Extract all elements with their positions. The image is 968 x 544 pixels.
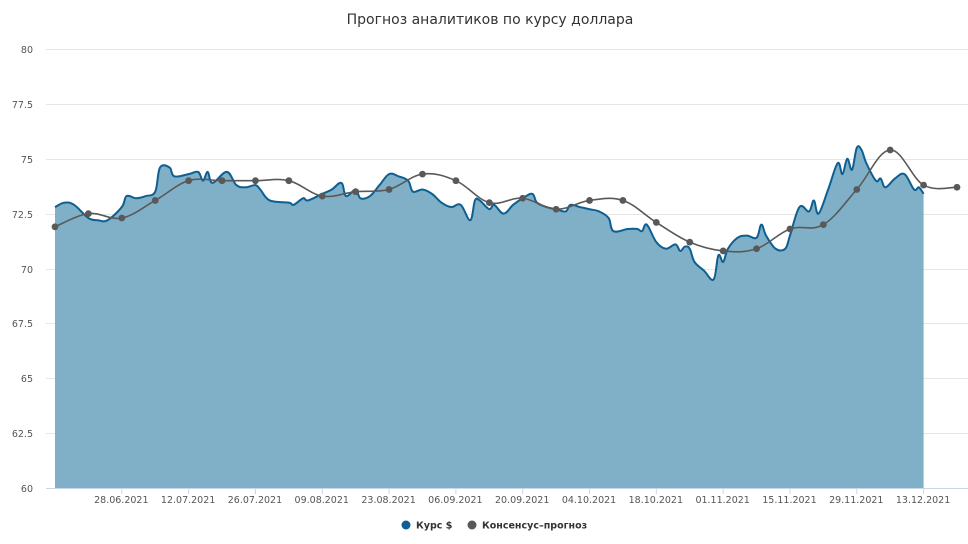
- forecast-point: [252, 177, 259, 185]
- legend-label-forecast: Консенсус–прогноз: [482, 521, 587, 532]
- y-axis: 60 62.5 65 67.5 70 72.5 75 77.5 80: [12, 45, 33, 495]
- series-forecast: [51, 146, 961, 255]
- forecast-point: [886, 146, 894, 154]
- forecast-point: [218, 177, 226, 185]
- y-tick-label: 62.5: [12, 429, 33, 440]
- forecast-line: [54, 149, 958, 253]
- forecast-point: [819, 221, 827, 229]
- legend-item-rate[interactable]: Курс $: [401, 520, 453, 532]
- y-tick-label: 65: [21, 374, 33, 385]
- x-tick-label: 09.08.2021: [295, 495, 349, 506]
- x-tick-label: 18.10.2021: [629, 495, 683, 506]
- y-tick-label: 67.5: [12, 319, 33, 330]
- y-tick-label: 80: [21, 45, 33, 56]
- chart-title: Прогноз аналитиков по курсу доллара: [347, 12, 634, 28]
- forecast-point: [719, 247, 727, 255]
- legend-item-forecast[interactable]: Консенсус–прогноз: [467, 520, 588, 532]
- forecast-point: [51, 223, 59, 231]
- forecast-point: [953, 183, 961, 191]
- forecast-point: [786, 225, 794, 233]
- forecast-point: [619, 197, 627, 204]
- forecast-point: [853, 186, 861, 193]
- forecast-point: [485, 199, 493, 207]
- forecast-point: [552, 205, 560, 213]
- y-tick-label: 72.5: [12, 210, 33, 221]
- rate-area-fill: [55, 146, 924, 488]
- x-tick-label: 04.10.2021: [562, 495, 616, 506]
- x-tick-label: 20.09.2021: [495, 495, 549, 506]
- y-tick-label: 60: [21, 484, 33, 495]
- series-area: [54, 145, 925, 488]
- legend-marker-forecast: [467, 520, 477, 530]
- forecast-point: [586, 197, 593, 204]
- x-axis: 28.06.2021 12.07.2021 26.07.2021 09.08.2021…: [46, 488, 968, 506]
- forecast-point: [318, 192, 326, 200]
- x-tick-label: 26.07.2021: [228, 495, 282, 506]
- x-tick-label: 15.11.2021: [762, 495, 816, 506]
- forecast-point: [652, 219, 660, 226]
- y-tick-label: 77.5: [12, 100, 33, 111]
- forecast-point: [185, 177, 193, 185]
- x-tick-label: 29.11.2021: [829, 495, 883, 506]
- forecast-point: [452, 177, 460, 185]
- forecast-point: [151, 197, 159, 204]
- forecast-point: [352, 188, 360, 196]
- rate-line: [54, 145, 925, 282]
- x-tick-label: 23.08.2021: [361, 495, 415, 506]
- forecast-point: [920, 181, 927, 189]
- forecast-point: [753, 245, 760, 253]
- forecast-point: [118, 214, 126, 222]
- legend-marker-rate: [401, 520, 411, 530]
- x-tick-label: 13.12.2021: [896, 495, 950, 506]
- y-tick-label: 70: [21, 265, 33, 276]
- x-tick-label: 06.09.2021: [428, 495, 482, 506]
- forecast-point: [519, 194, 527, 202]
- forecast-point: [385, 186, 393, 193]
- forecast-point: [686, 238, 694, 246]
- y-tick-label: 75: [21, 155, 33, 166]
- x-tick-label: 01.11.2021: [695, 495, 749, 506]
- forecast-point: [85, 210, 92, 218]
- legend-label-rate: Курс $: [416, 521, 452, 532]
- forecast-point: [419, 170, 426, 178]
- legend[interactable]: Курс $ Консенсус–прогноз: [401, 520, 588, 532]
- x-tick-label: 12.07.2021: [161, 495, 215, 506]
- forecast-point: [285, 177, 293, 185]
- x-tick-label: 28.06.2021: [94, 495, 148, 506]
